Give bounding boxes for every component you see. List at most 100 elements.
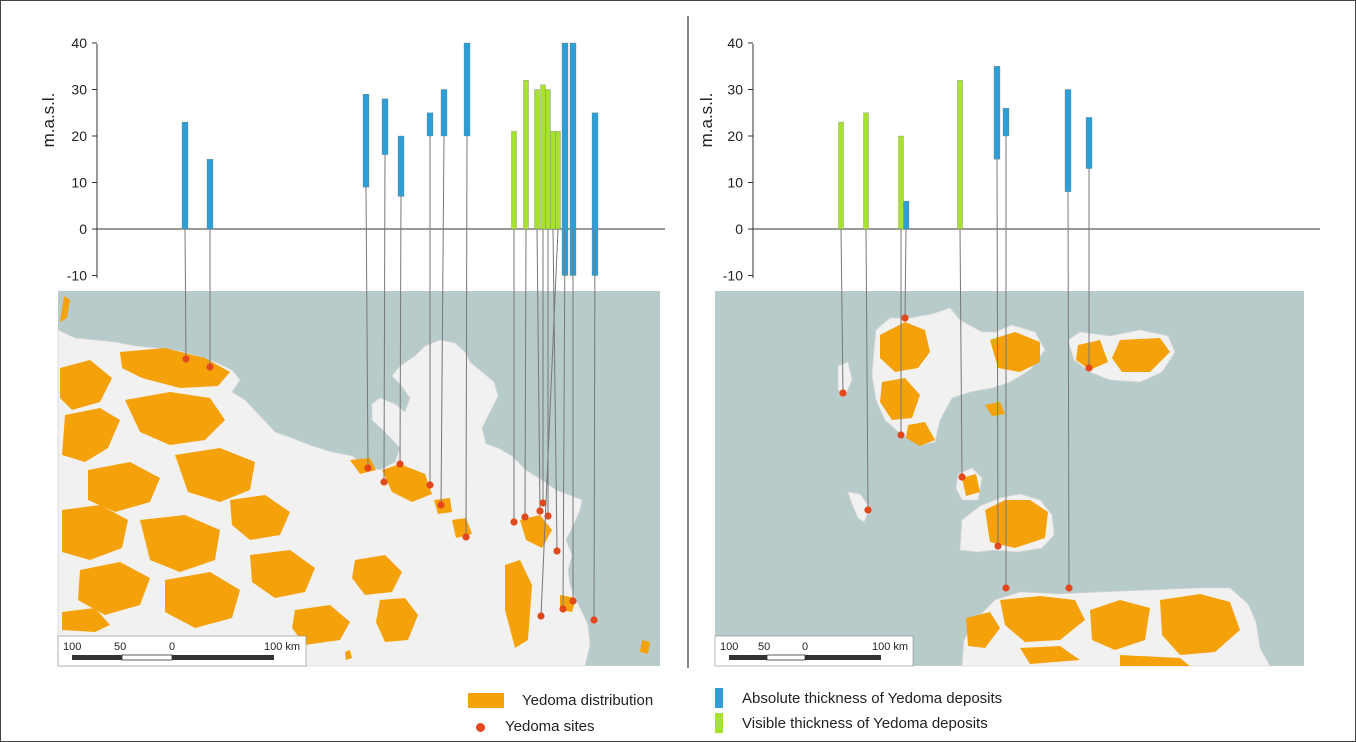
site-leader-line [465, 135, 468, 538]
site-leader-line [865, 228, 869, 511]
yedoma-site-marker [958, 473, 966, 481]
scalebar-right: 100 50 0 100 km [714, 635, 914, 667]
bar-visible-thickness [523, 80, 529, 230]
site-leader-line [184, 228, 187, 360]
site-leader-line [1067, 191, 1070, 589]
legend-label-yedoma-distribution: Yedoma distribution [522, 692, 654, 709]
y-tick-label: 20 [727, 128, 743, 144]
site-leader-line [593, 228, 596, 621]
yedoma-site-marker [994, 542, 1002, 550]
yedoma-site-marker [569, 597, 577, 605]
panel-left: 100 50 0 100 km m.a.s.l. -10 0 10 20 30 40 [39, 35, 665, 667]
yedoma-site-marker [182, 355, 190, 363]
yedoma-site-marker [839, 389, 847, 397]
y-ticks-left: -10 0 10 20 30 40 [67, 35, 97, 284]
site-leader-line [904, 228, 907, 319]
bar-absolute-thickness [993, 66, 1001, 160]
y-tick-label: 40 [727, 35, 743, 51]
y-axis-label-right: m.a.s.l. [697, 93, 716, 148]
yedoma-site-marker [510, 518, 518, 526]
y-tick-label: -10 [67, 268, 87, 284]
legend-swatch-yedoma [468, 693, 504, 708]
yedoma-site-marker [537, 612, 545, 620]
site-leader-line [524, 228, 527, 518]
scale-label-0: 100 [720, 641, 738, 653]
y-tick-label: 40 [71, 35, 87, 51]
bar-visible-thickness [863, 112, 869, 230]
bar-absolute-thickness [463, 42, 471, 137]
legend-label-yedoma-sites: Yedoma sites [505, 718, 595, 735]
y-axis-label-left: m.a.s.l. [39, 93, 58, 148]
y-tick-label: -10 [723, 268, 743, 284]
bar-absolute-thickness [362, 94, 370, 188]
map-right [715, 291, 1304, 667]
yedoma-site-marker [462, 533, 470, 541]
site-leader-line [996, 159, 999, 547]
yedoma-site-marker [897, 431, 905, 439]
yedoma-site-marker [206, 363, 214, 371]
bars-right [838, 66, 1093, 230]
y-tick-label: 30 [727, 82, 743, 98]
site-leader-line [365, 187, 369, 469]
yedoma-site-marker [380, 478, 388, 486]
sites-left [182, 135, 598, 624]
bar-absolute-thickness [397, 135, 405, 197]
bar-absolute-thickness [206, 159, 214, 230]
bar-visible-thickness [545, 89, 551, 230]
scale-label-1: 50 [114, 641, 126, 653]
legend-label-absolute: Absolute thickness of Yedoma deposits [742, 690, 1003, 707]
bar-absolute-thickness [381, 98, 389, 155]
scale-label-2: 0 [169, 641, 175, 653]
sites-right [839, 136, 1093, 592]
yedoma-site-marker [426, 481, 434, 489]
legend-swatch-visible [715, 713, 723, 733]
bar-absolute-thickness [1085, 117, 1093, 169]
legend-label-visible: Visible thickness of Yedoma deposits [742, 715, 988, 732]
yedoma-site-marker [1065, 584, 1073, 592]
site-leader-line [536, 228, 541, 512]
yedoma-site-marker [536, 507, 544, 515]
site-leader-line [399, 196, 402, 465]
site-leader-line [383, 154, 386, 483]
bar-visible-thickness [898, 135, 904, 230]
map-left [57, 291, 660, 667]
y-ticks-right: -10 0 10 20 30 40 [723, 35, 753, 284]
yedoma-areas [880, 322, 1240, 666]
bar-visible-thickness [550, 131, 556, 230]
y-tick-label: 10 [727, 175, 743, 191]
yedoma-site-marker [590, 616, 598, 624]
yedoma-site-marker [521, 513, 529, 521]
bar-visible-thickness [555, 131, 561, 230]
bar-visible-thickness [534, 89, 540, 230]
bar-absolute-thickness [902, 200, 910, 230]
bar-visible-thickness [838, 121, 844, 230]
legend-swatch-absolute [715, 688, 723, 708]
scale-label-0: 100 [63, 641, 81, 653]
bar-absolute-thickness [426, 112, 434, 137]
yedoma-site-marker [559, 605, 567, 613]
bar-absolute-thickness [440, 89, 448, 137]
yedoma-site-marker [437, 501, 445, 509]
y-tick-label: 20 [71, 128, 87, 144]
scalebar-left: 100 50 0 100 km [57, 635, 307, 667]
scale-label-3: 100 km [264, 641, 300, 653]
site-leader-line [552, 228, 558, 552]
yedoma-site-marker [1085, 364, 1093, 372]
legend-swatch-sites [476, 723, 485, 732]
yedoma-site-marker [553, 547, 561, 555]
site-leader-line [440, 135, 445, 506]
bar-visible-thickness [540, 84, 546, 230]
yedoma-site-marker [864, 506, 872, 514]
yedoma-site-marker [544, 512, 552, 520]
yedoma-site-marker [364, 464, 372, 472]
panel-right: 100 50 0 100 km m.a.s.l. -10 0 10 20 30 40 [697, 35, 1320, 667]
scale-label-2: 0 [802, 641, 808, 653]
bar-absolute-thickness [1002, 107, 1010, 137]
y-tick-label: 10 [71, 175, 87, 191]
y-tick-label: 0 [735, 221, 743, 237]
yedoma-site-marker [901, 314, 909, 322]
site-leader-line [840, 228, 844, 394]
scale-label-1: 50 [758, 641, 770, 653]
bar-absolute-thickness [181, 121, 189, 230]
